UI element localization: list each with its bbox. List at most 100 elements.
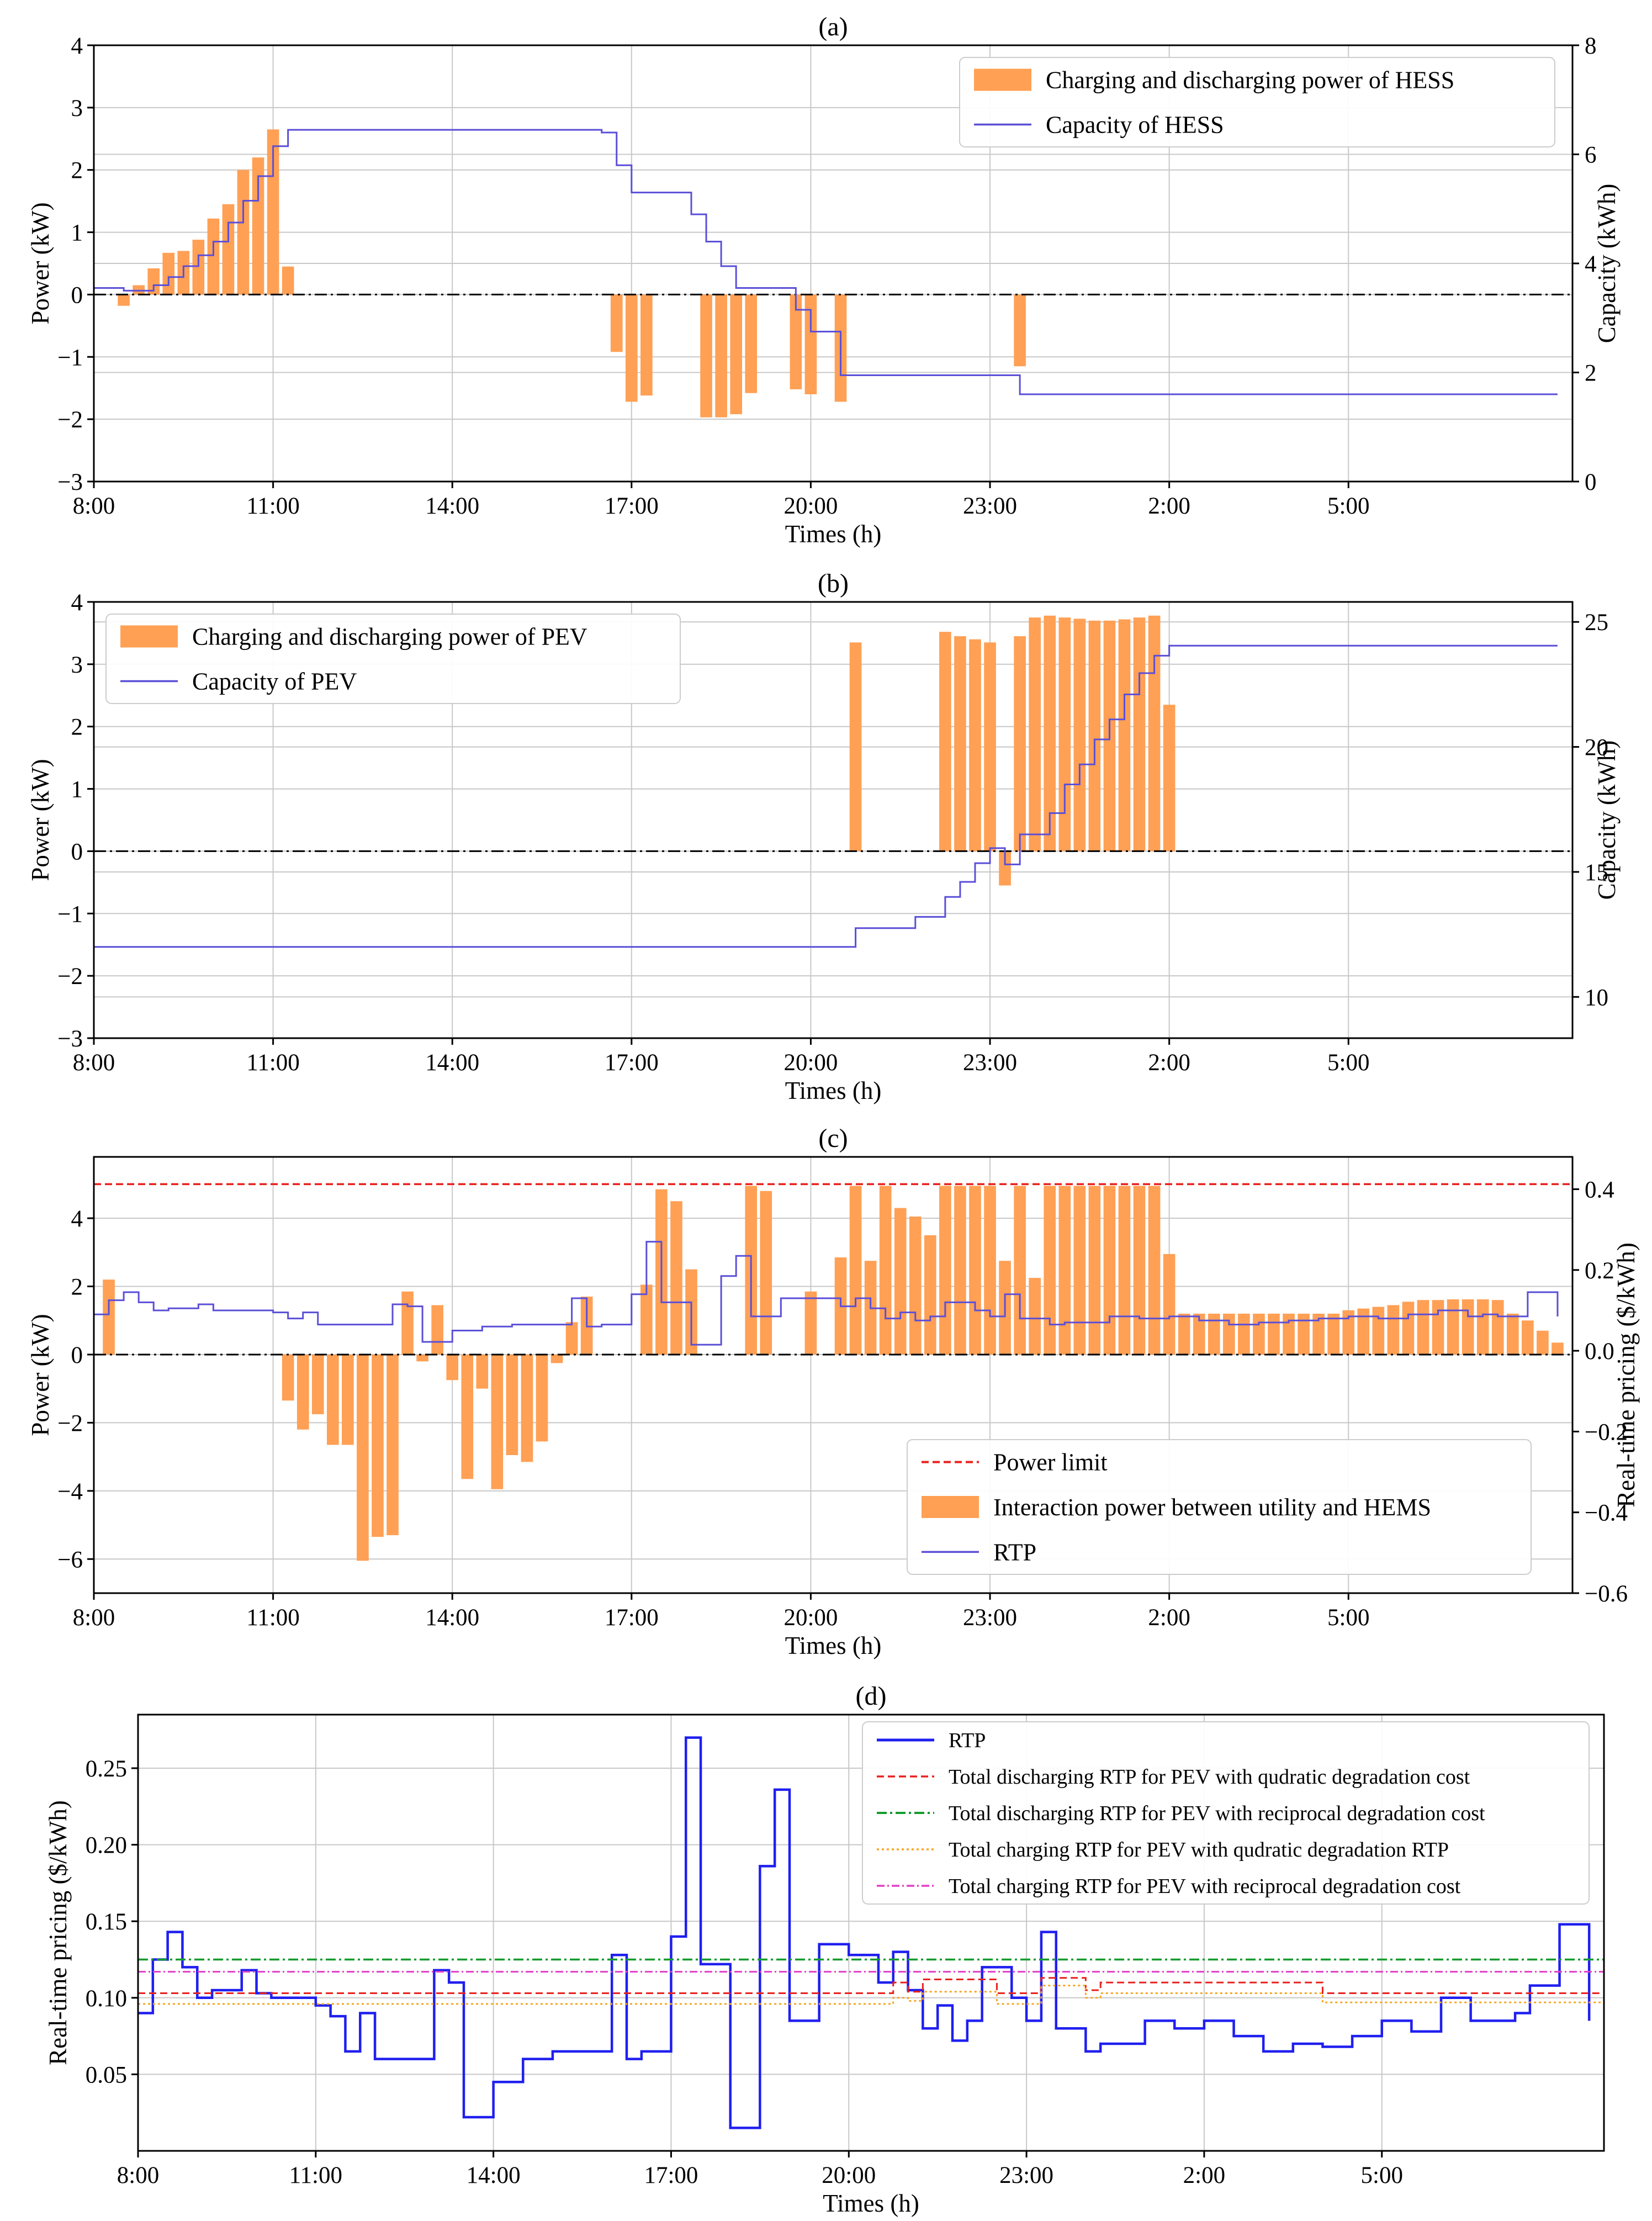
y-tick-label: 2 — [71, 1275, 83, 1300]
legend-label: Capacity of HESS — [1046, 112, 1224, 139]
bar — [954, 1186, 966, 1355]
legend-swatch-bar — [120, 625, 178, 648]
plot-frame — [93, 1156, 1574, 1594]
y-tick-label: −2 — [57, 1410, 83, 1436]
bar — [730, 294, 742, 415]
series-line-0 — [138, 1736, 1591, 2129]
y2-tick-label: 15 — [1585, 860, 1608, 886]
bar — [1372, 1307, 1385, 1355]
x-axis-label: Times (h) — [785, 1632, 882, 1659]
bar — [222, 204, 235, 295]
bar — [491, 1354, 504, 1489]
panel-title: (d) — [856, 1681, 887, 1711]
x-tick-label: 23:00 — [963, 493, 1017, 519]
bar — [1044, 1186, 1056, 1355]
bar — [207, 218, 220, 295]
y-tick-label: 3 — [71, 652, 83, 678]
bar — [924, 1235, 936, 1355]
legend-label: Charging and discharging power of PEV — [192, 623, 587, 651]
chart-panel-c: 8:00 11:00 14:00 17:00 20:00 23:00 2:00 5:00 −6 −… — [27, 1124, 1640, 1659]
bar — [760, 1191, 772, 1355]
bar — [894, 1208, 907, 1355]
bar — [252, 157, 264, 295]
bar — [1193, 1313, 1205, 1355]
legend-box — [862, 1721, 1590, 1905]
bar — [536, 1354, 548, 1442]
bar — [715, 294, 727, 417]
bar — [1342, 1310, 1355, 1355]
bar — [1058, 1186, 1071, 1355]
plot-frame — [93, 601, 1574, 1039]
bar — [1476, 1299, 1489, 1355]
bar — [326, 1354, 339, 1445]
chart-panel-a: 8:00 11:00 14:00 17:00 20:00 23:00 2:00 5:00 −3 −… — [27, 12, 1621, 548]
x-tick-label: 2:00 — [1148, 1605, 1190, 1631]
bar — [670, 1201, 682, 1355]
series-line-0 — [94, 644, 1558, 948]
x-tick-label: 17:00 — [605, 1605, 659, 1631]
bar — [521, 1354, 533, 1462]
bar — [461, 1354, 474, 1479]
bar — [416, 1354, 428, 1362]
plot-frame — [137, 1714, 1605, 2152]
bar — [506, 1354, 518, 1456]
x-axis-label: Times (h) — [785, 1077, 882, 1104]
bar — [1387, 1305, 1400, 1355]
bar — [282, 1354, 294, 1401]
bar — [625, 294, 638, 402]
x-tick-label: 8:00 — [117, 2162, 159, 2188]
legend: Power limit Interaction power between uti… — [907, 1439, 1532, 1575]
bar — [879, 1186, 892, 1355]
bar — [1462, 1299, 1474, 1355]
legend-label: Power limit — [993, 1449, 1108, 1476]
bar — [237, 170, 250, 295]
bar — [969, 1186, 981, 1355]
bar — [984, 1186, 996, 1355]
chart-panel-b: 8:00 11:00 14:00 17:00 20:00 23:00 2:00 5:00 −3 −… — [27, 569, 1621, 1104]
bar — [386, 1354, 399, 1536]
bar — [192, 240, 205, 295]
y2-tick-label: −0.6 — [1585, 1581, 1628, 1607]
x-tick-label: 8:00 — [73, 493, 115, 519]
x-tick-label: 2:00 — [1148, 1050, 1190, 1076]
bar — [984, 642, 996, 852]
x-tick-label: 5:00 — [1327, 1605, 1369, 1631]
x-tick-label: 14:00 — [425, 493, 479, 519]
chart-panel-d: 8:00 11:00 14:00 17:00 20:00 23:00 2:00 5:00 0.0… — [44, 1681, 1605, 2217]
x-tick-label: 23:00 — [963, 1050, 1017, 1076]
bar — [1208, 1313, 1220, 1355]
bar — [446, 1354, 459, 1381]
bar — [939, 632, 951, 852]
x-tick-label: 17:00 — [644, 2162, 698, 2188]
legend-label: RTP — [993, 1538, 1036, 1566]
plot-area — [138, 1736, 1604, 2129]
bar — [1103, 1186, 1116, 1355]
series-line-0 — [94, 129, 1558, 395]
bar — [1312, 1313, 1325, 1355]
bar — [1402, 1302, 1415, 1355]
legend: Charging and discharging power of HESS Ca… — [959, 57, 1555, 147]
y-tick-label: 2 — [71, 715, 83, 741]
y-tick-label: 0 — [71, 839, 83, 865]
y-axis-label: Power (kW) — [27, 759, 54, 881]
y-tick-label: −4 — [57, 1479, 83, 1505]
series-line-1 — [138, 1977, 1604, 1994]
bar — [969, 639, 981, 852]
panel-title: (a) — [818, 12, 848, 41]
bar — [357, 1354, 369, 1561]
bar — [372, 1354, 384, 1537]
legend-label: Total discharging RTP for PEV with qudra… — [949, 1765, 1470, 1789]
y-axis-label: Power (kW) — [27, 202, 54, 324]
bar — [1432, 1300, 1444, 1355]
bar — [1506, 1313, 1519, 1355]
bar — [700, 294, 712, 417]
plot-area — [94, 615, 1572, 948]
y-axis-label: Power (kW) — [27, 1314, 54, 1436]
bar — [1088, 1186, 1101, 1355]
legend-label: Charging and discharging power of HESS — [1046, 67, 1454, 94]
bar — [1238, 1313, 1250, 1355]
bar — [1357, 1308, 1370, 1355]
bar — [909, 1217, 922, 1355]
bar — [296, 1354, 309, 1430]
bar — [1014, 636, 1026, 852]
